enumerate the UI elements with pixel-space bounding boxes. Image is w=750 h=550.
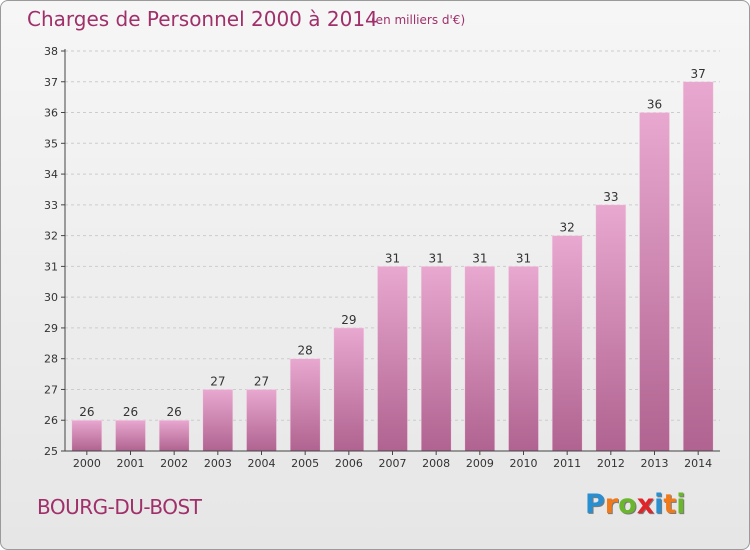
logo-letter: x (636, 489, 655, 520)
logo-letter: i (654, 489, 664, 520)
labels: 25 26 27 28 29 30 31 32 33 34 35 36 37 38 26 2000 26 2001… (44, 45, 712, 470)
value-label: 31 (472, 251, 487, 265)
x-tick-label: 2000 (73, 457, 101, 470)
x-tick-label: 2007 (379, 457, 407, 470)
y-tick-label: 38 (44, 45, 58, 58)
logo-letter: i (676, 489, 686, 520)
bar-2008 (420, 266, 452, 452)
y-tick-label: 25 (44, 445, 58, 458)
y-tick-label: 34 (44, 168, 58, 181)
logo-letter: r (604, 489, 619, 520)
bar-2000 (71, 419, 103, 452)
value-label: 29 (341, 313, 356, 327)
y-tick-label: 26 (44, 414, 58, 427)
value-label: 33 (603, 190, 618, 204)
bar-2002 (158, 419, 190, 452)
x-tick-label: 2008 (422, 457, 450, 470)
value-label: 26 (79, 405, 94, 419)
bar-2004 (246, 389, 277, 452)
x-tick-label: 2003 (204, 457, 232, 470)
y-tick-label: 30 (44, 291, 58, 304)
y-tick-label: 29 (44, 322, 58, 335)
logo-letter: P (585, 489, 605, 520)
value-label: 26 (167, 405, 182, 419)
x-tick-label: 2011 (553, 457, 581, 470)
logo-letter: t (663, 489, 677, 520)
bar-2007 (377, 266, 408, 452)
chart-subtitle: (en milliers d'€) (371, 13, 466, 27)
value-label: 32 (560, 221, 575, 235)
value-label: 28 (298, 344, 313, 358)
value-label: 36 (647, 98, 662, 112)
bar-2005 (289, 358, 321, 452)
bar-2012 (595, 204, 627, 452)
value-label: 37 (691, 67, 706, 81)
y-tick-label: 35 (44, 137, 58, 150)
x-tick-label: 2010 (510, 457, 538, 470)
x-tick-label: 2004 (248, 457, 276, 470)
value-label: 31 (516, 251, 531, 265)
bar-2009 (464, 266, 496, 452)
logo-letter: o (618, 489, 637, 520)
x-tick-label: 2001 (117, 457, 145, 470)
x-tick-label: 2009 (466, 457, 494, 470)
value-label: 31 (429, 251, 444, 265)
x-tick-label: 2005 (291, 457, 319, 470)
y-tick-label: 37 (44, 76, 58, 89)
bar-2013 (639, 112, 670, 452)
bar-2003 (202, 389, 234, 452)
value-label: 27 (210, 374, 225, 388)
x-tick-label: 2014 (684, 457, 712, 470)
x-tick-label: 2006 (335, 457, 363, 470)
y-tick-label: 33 (44, 199, 58, 212)
value-label: 27 (254, 374, 269, 388)
bars (71, 81, 714, 452)
bar-2010 (508, 266, 539, 452)
value-label: 26 (123, 405, 138, 419)
x-tick-label: 2012 (597, 457, 625, 470)
proxiti-logo[interactable]: Proxiti (585, 489, 686, 520)
y-tick-label: 31 (44, 260, 58, 273)
bar-2014 (682, 81, 714, 452)
y-tick-label: 28 (44, 353, 58, 366)
value-label: 31 (385, 251, 400, 265)
bar-2011 (551, 235, 583, 452)
x-tick-label: 2002 (160, 457, 188, 470)
place-name: BOURG-DU-BOST (37, 495, 202, 519)
x-tick-label: 2013 (641, 457, 669, 470)
y-tick-label: 32 (44, 230, 58, 243)
chart-title: Charges de Personnel 2000 à 2014 (27, 7, 378, 31)
bar-2001 (115, 419, 146, 452)
bar-2006 (333, 327, 365, 452)
axes (61, 49, 720, 455)
y-tick-label: 27 (44, 383, 58, 396)
y-tick-label: 36 (44, 107, 58, 120)
